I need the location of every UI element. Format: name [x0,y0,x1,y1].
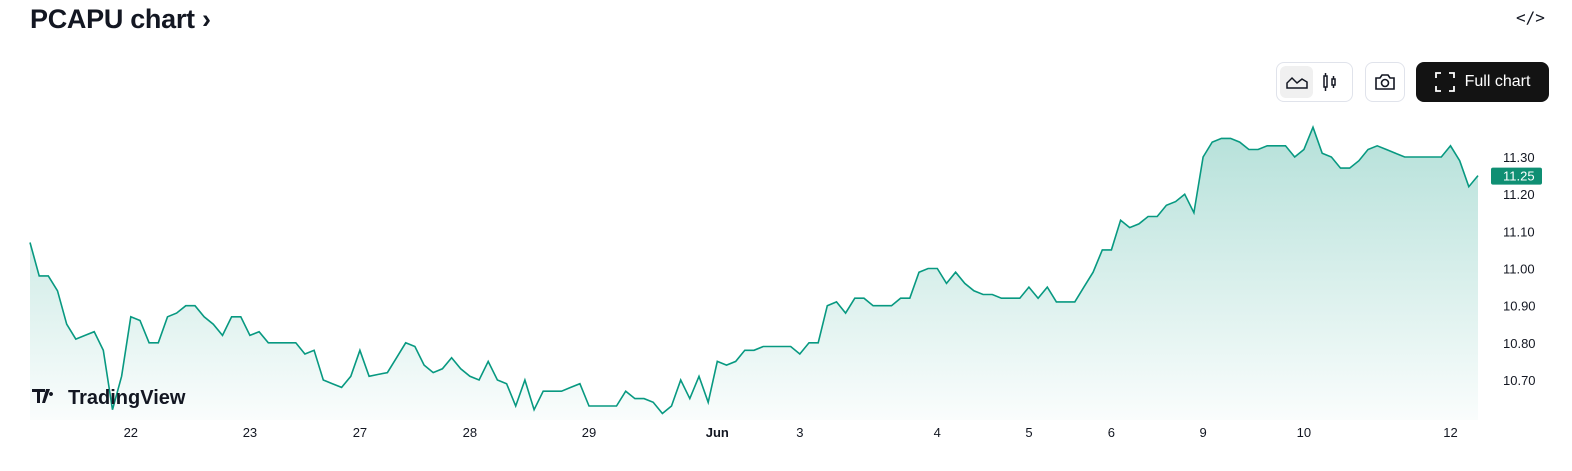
tradingview-logo[interactable]: TradingView [32,387,186,409]
camera-icon [1375,74,1395,90]
y-tick-label: 11.30 [1503,150,1535,165]
x-tick-label: 23 [243,425,257,440]
candlestick-icon [1322,73,1336,91]
x-tick-label: 3 [796,425,803,440]
x-tick-label: 12 [1443,425,1457,440]
fullscreen-icon [1434,72,1455,92]
x-tick-label: 5 [1025,425,1032,440]
page-title[interactable]: PCAPU chart › [30,4,211,34]
area-chart-button[interactable] [1280,66,1313,98]
y-tick-label: 11.20 [1503,187,1535,202]
chart-style-toggle [1276,62,1353,102]
x-tick-label: 22 [124,425,138,440]
candlestick-button[interactable] [1313,66,1346,98]
last-price-label: 11.25 [1503,169,1535,184]
code-icon[interactable]: </> [1516,8,1545,27]
x-tick-label: 4 [934,425,941,440]
full-chart-label: Full chart [1464,73,1531,90]
price-line [29,124,1479,415]
y-tick-label: 10.80 [1503,336,1536,351]
last-price-badge [1491,167,1542,185]
tradingview-wordmark: TradingView [68,387,186,409]
x-tick-label: 28 [463,425,477,440]
y-tick-label: 11.00 [1503,261,1535,276]
x-tick-label: 6 [1108,425,1115,440]
x-tick-label: 9 [1199,425,1206,440]
x-tick-label: 29 [582,425,596,440]
y-tick-label: 10.70 [1503,373,1536,388]
y-tick-label: 11.10 [1503,224,1535,239]
x-tick-label: Jun [706,425,729,440]
x-tick-label: 27 [353,425,367,440]
full-chart-button[interactable]: Full chart [1416,62,1549,102]
area-chart-icon [1285,76,1308,89]
snapshot-button[interactable] [1365,62,1405,102]
x-tick-label: 10 [1297,425,1311,440]
price-area [30,127,1478,420]
y-tick-label: 10.90 [1503,299,1536,314]
